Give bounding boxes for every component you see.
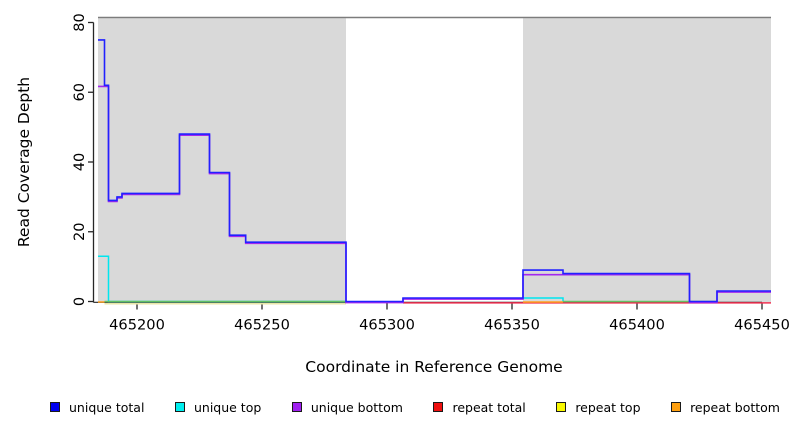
legend-item: repeat total [433, 399, 526, 415]
series-line-unique-total [98, 39, 771, 303]
legend-swatch-icon [433, 402, 444, 412]
x-tick-label: 465300 [359, 317, 415, 334]
legend-swatch-icon [174, 402, 185, 412]
legend-label: unique total [69, 399, 145, 415]
legend-item: repeat top [556, 399, 641, 415]
y-tick-label: 0 [71, 297, 88, 306]
series-line-unique-bottom [98, 85, 771, 304]
shaded-region [98, 18, 346, 302]
y-tick-label: 20 [71, 222, 88, 241]
y-tick-label: 80 [71, 13, 88, 32]
series-line-unique-top [523, 297, 564, 302]
legend-label: repeat total [452, 399, 526, 415]
x-tick-label: 465450 [734, 317, 790, 334]
x-tick-label: 465250 [234, 317, 290, 334]
legend-label: repeat top [575, 399, 641, 415]
plot-area: 0 20 40 60 80 465200 465250 465300 465350 465400 4… [71, 13, 790, 333]
y-axis-label: Read Coverage Depth [15, 77, 33, 247]
x-tick-label: 465200 [109, 317, 165, 334]
x-axis-label: Coordinate in Reference Genome [305, 358, 562, 376]
legend-swatch-icon [50, 402, 60, 412]
legend-item: unique total [50, 400, 144, 415]
legend-swatch-icon [291, 402, 302, 412]
y-tick-label: 40 [71, 153, 88, 172]
legend-item: unique bottom [291, 399, 403, 415]
legend-item: unique top [174, 399, 262, 415]
legend-label: unique top [193, 399, 262, 415]
chart-legend: unique total unique top unique bottom repea… [50, 392, 780, 422]
legend-swatch-icon [671, 402, 682, 412]
x-tick-label: 465400 [609, 317, 665, 334]
y-tick-label: 60 [71, 83, 88, 102]
x-tick-label: 465350 [484, 317, 540, 334]
shaded-region [523, 18, 771, 302]
legend-label: unique bottom [310, 399, 403, 415]
legend-swatch-icon [556, 402, 567, 412]
coverage-chart-svg: 0 20 40 60 80 465200 465250 465300 465350 465400 4… [15, 13, 790, 376]
coverage-chart: 0 20 40 60 80 465200 465250 465300 465350 465400 4… [15, 13, 790, 376]
legend-item: repeat bottom [671, 400, 780, 415]
legend-label: repeat bottom [690, 399, 780, 415]
